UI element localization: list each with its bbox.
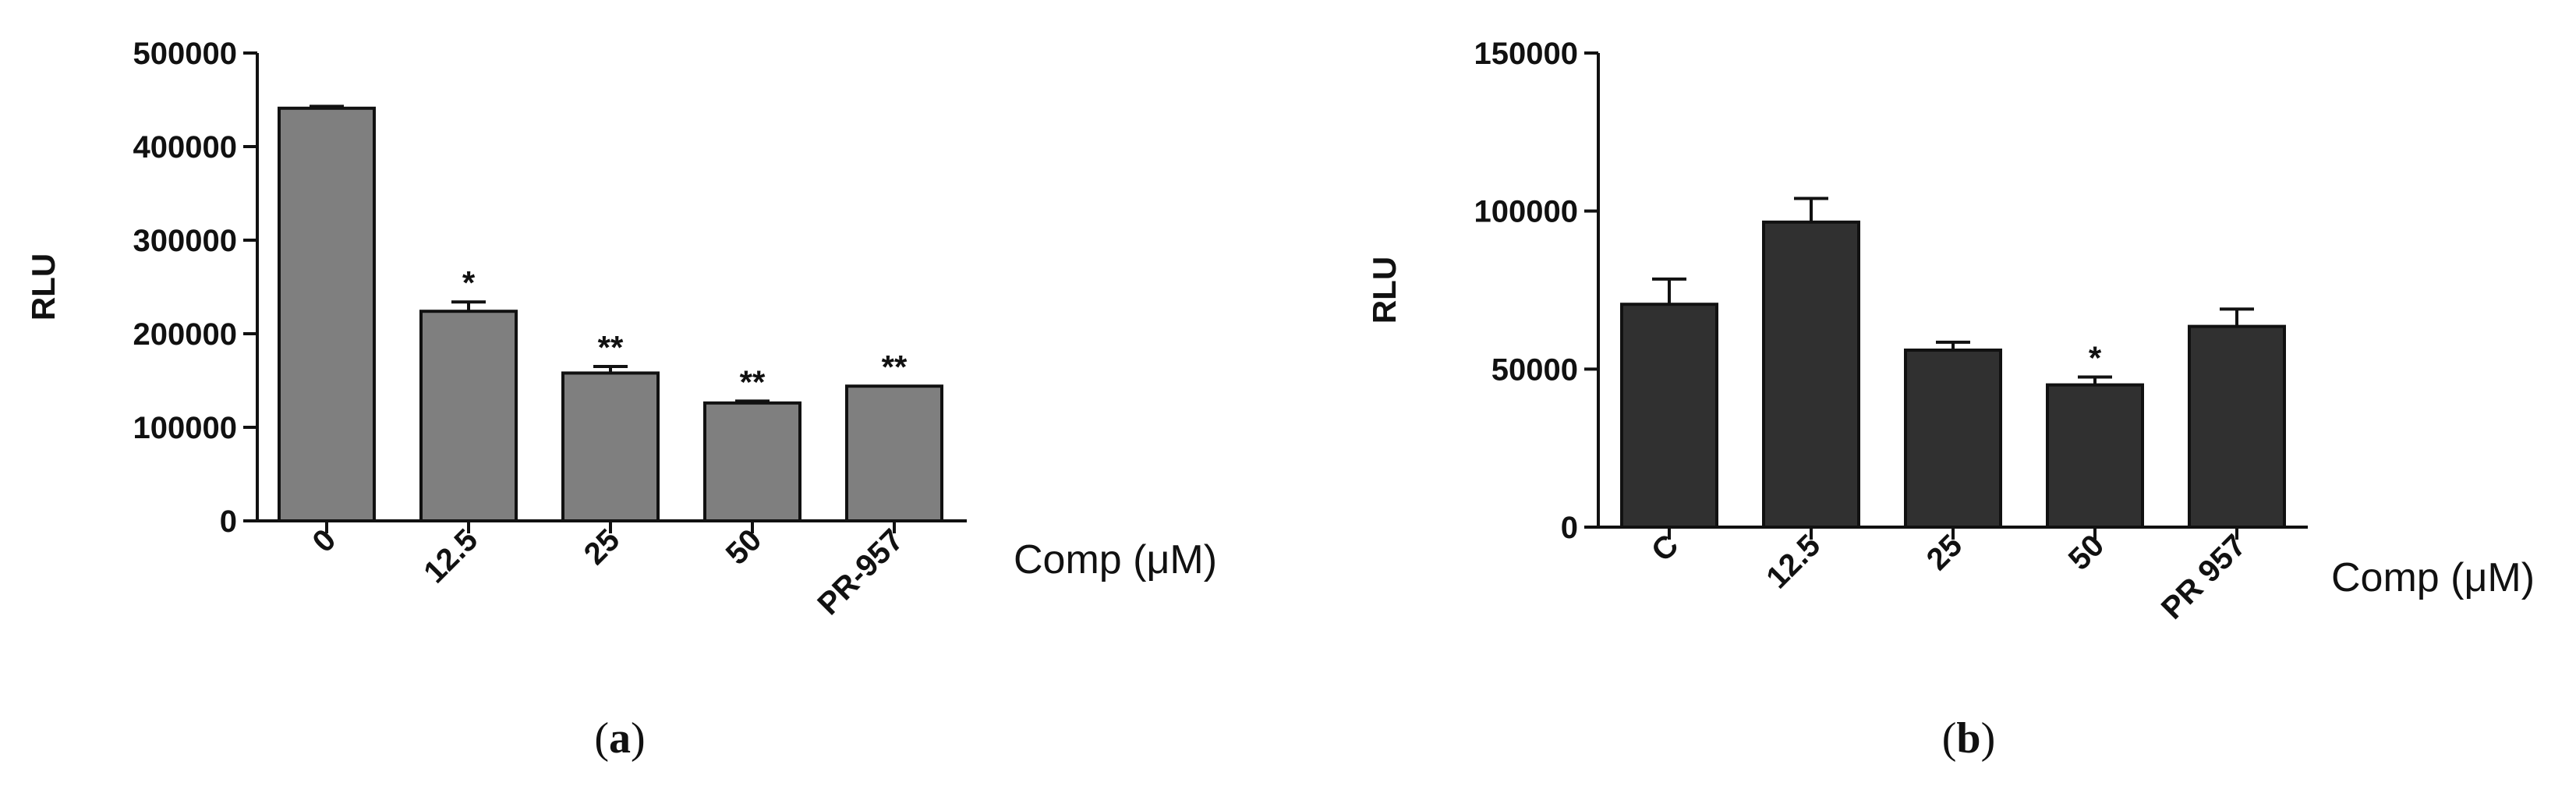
y-tick-label: 500000 <box>133 37 237 71</box>
bar <box>278 106 376 523</box>
x-tick-label: PR-957 <box>811 522 910 621</box>
y-tick-label: 150000 <box>1474 37 1578 71</box>
y-tick-label: 100000 <box>133 411 237 445</box>
chart-panel-b: 0 50000 100000 150000 C 12.5 25 50 * PR 957 RLU Com… <box>1366 37 2535 763</box>
bar <box>703 401 801 522</box>
bar <box>845 384 943 523</box>
significance-label: * <box>2089 339 2102 376</box>
x-tick-label: 25 <box>578 522 627 572</box>
panel-label: (b) <box>1942 714 1995 763</box>
bar <box>561 371 660 522</box>
bar <box>1762 220 1860 529</box>
significance-label: ** <box>882 349 908 385</box>
y-tick-label: 50000 <box>1491 352 1578 387</box>
significance-label: ** <box>598 329 624 366</box>
y-tick-label: 400000 <box>133 130 237 165</box>
bar <box>419 310 518 522</box>
bar <box>2188 324 2286 529</box>
x-tick-label: 25 <box>1920 528 1969 577</box>
x-axis-label: Comp (μM) <box>2331 555 2535 600</box>
y-tick-label: 300000 <box>133 224 237 258</box>
chart-panel-a: 0 100000 200000 300000 400000 500000 0 12.5 * 25 *… <box>25 37 1217 763</box>
bar <box>2046 383 2144 529</box>
x-axis-label: Comp (μM) <box>1014 537 1217 582</box>
y-axis-label: RLU <box>25 253 62 320</box>
bar <box>1620 303 1718 529</box>
panel-label: (a) <box>594 714 645 763</box>
x-tick-label: 50 <box>720 522 769 572</box>
y-tick-label: 200000 <box>133 317 237 352</box>
x-tick-label: PR 957 <box>2155 528 2252 625</box>
x-tick-label: 0 <box>306 522 343 559</box>
y-tick-label: 0 <box>1561 511 1578 545</box>
bar <box>1904 349 2002 529</box>
x-tick-label: 50 <box>2062 528 2111 577</box>
x-tick-label: C <box>1645 528 1686 568</box>
x-tick-label: 12.5 <box>1760 528 1827 595</box>
y-tick-label: 0 <box>220 505 237 539</box>
significance-label: ** <box>740 363 766 400</box>
x-tick-label: 12.5 <box>417 522 484 590</box>
significance-label: * <box>462 264 476 301</box>
y-tick-label: 100000 <box>1474 195 1578 229</box>
y-axis-label: RLU <box>1366 257 1403 324</box>
